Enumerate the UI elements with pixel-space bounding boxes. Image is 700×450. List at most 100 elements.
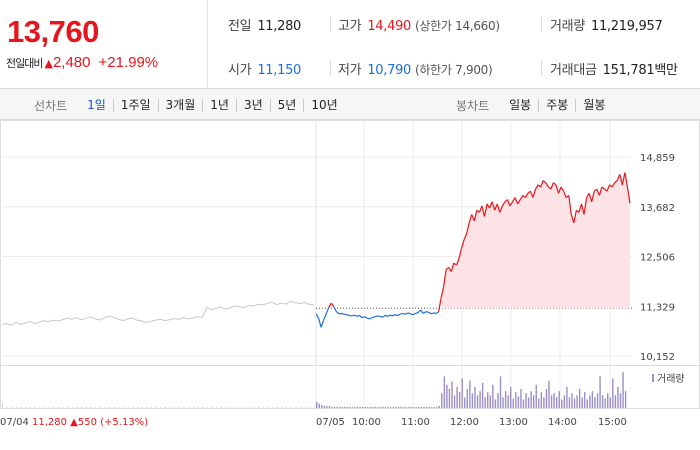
volume-bar: [492, 384, 494, 408]
volume-bar: [328, 405, 331, 408]
volume-bar: [558, 391, 560, 408]
prev-volume-bar: [234, 406, 236, 408]
tab-candle-0[interactable]: 일봉: [509, 98, 532, 112]
volume-bar: [614, 395, 617, 408]
prev-volume-bar: [160, 406, 162, 408]
volume-bar: [527, 397, 530, 408]
tab-candle-2[interactable]: 월봉: [575, 99, 612, 112]
tab-candle-1[interactable]: 주봉: [538, 99, 575, 112]
today-line-segment: [524, 193, 529, 198]
divider: [330, 16, 331, 32]
prev-volume-bar: [174, 406, 176, 408]
volume-bar: [451, 381, 453, 408]
price-box: 13,760 전일대비 ▲2,480 +21.99%: [0, 0, 208, 89]
prev-volume-bar: [43, 406, 45, 408]
prev-volume-bar: [286, 406, 288, 408]
volume-bar: [601, 395, 604, 408]
prev-volume-bar: [151, 406, 153, 408]
prev-volume-bar: [188, 406, 190, 408]
volume-bar: [568, 397, 571, 408]
volume-bar: [476, 395, 479, 408]
tab-line-5[interactable]: 5년: [269, 99, 304, 112]
x-tick-label: 13:00: [499, 417, 528, 428]
tab-line-6[interactable]: 10년: [303, 99, 344, 112]
today-line-segment: [614, 180, 618, 184]
volume-bar: [400, 406, 402, 408]
x-tick-label: 10:00: [352, 417, 381, 428]
today-line-segment: [328, 302, 332, 308]
volume-bar: [578, 389, 581, 408]
prev-volume-bar: [290, 406, 292, 408]
volume-bar: [387, 406, 389, 408]
prev-volume-bar: [113, 406, 115, 408]
volume-bar: [377, 406, 379, 408]
prev-volume-bar: [109, 406, 111, 408]
today-line-segment: [606, 184, 611, 192]
volume-bar: [326, 405, 328, 408]
today-line-segment: [517, 199, 521, 205]
x-tick-label: 15:00: [598, 417, 627, 428]
prev-volume-bar: [225, 406, 227, 408]
volume-bar: [494, 399, 497, 408]
today-line-segment: [568, 195, 572, 215]
today-line-segment: [540, 180, 544, 188]
volume-bar: [441, 393, 443, 408]
prev-volume-bar: [25, 406, 27, 408]
up-area-fill: [441, 172, 630, 309]
volume-bar: [456, 386, 458, 408]
volume-bar: [504, 391, 507, 408]
today-line-segment: [563, 190, 567, 198]
volume-bar: [397, 406, 400, 408]
prev-volume-bar: [95, 406, 97, 408]
today-line-segment: [586, 193, 590, 198]
volume-bar: [438, 405, 440, 408]
prev-volume-bar: [34, 406, 36, 408]
today-line-segment: [601, 186, 605, 190]
volume-bar: [538, 398, 540, 408]
prev-volume-bar: [248, 406, 250, 408]
tab-line-4[interactable]: 3년: [235, 99, 270, 112]
stat-value: 151,781: [602, 63, 655, 78]
change-percent: +21.99%: [98, 54, 159, 71]
today-line-segment: [481, 205, 486, 217]
volume-bar: [338, 406, 341, 408]
prev-volume-bar: [71, 406, 73, 408]
volume-bar: [515, 392, 517, 408]
y-tick-label: 11,329: [640, 302, 675, 313]
today-line-segment: [486, 203, 491, 209]
tab-line-0[interactable]: 1일: [87, 98, 106, 112]
volume-bar: [466, 389, 469, 408]
candle-chart-group-label: 봉차트: [456, 99, 490, 113]
today-line-segment: [389, 314, 393, 317]
today-line-segment: [463, 233, 468, 241]
tab-line-2[interactable]: 3개월: [157, 99, 203, 112]
prev-volume-bar: [202, 406, 204, 408]
stat-label: 거래량: [550, 19, 585, 34]
today-line-segment: [397, 313, 401, 317]
volume-bar: [586, 399, 589, 408]
tab-line-3[interactable]: 1년: [202, 99, 236, 112]
prev-volume-bar: [295, 406, 297, 408]
volume-bar: [372, 406, 374, 408]
today-line-segment: [501, 201, 506, 207]
prev-volume-bar: [90, 406, 92, 408]
prev-volume-bar: [53, 406, 55, 408]
volume-bar: [448, 389, 451, 408]
today-line-segment: [410, 313, 414, 316]
x-tick-label: 07/05: [316, 417, 345, 428]
today-line-segment: [427, 311, 432, 315]
volume-bar: [540, 392, 543, 408]
volume-bar: [499, 376, 502, 408]
volume-bar: [369, 406, 372, 408]
volume-bar: [525, 393, 527, 408]
today-line-segment: [392, 314, 396, 317]
amount-unit: 백만: [654, 63, 678, 78]
tab-line-1[interactable]: 1주일: [112, 99, 158, 112]
stat-value: 11,219,957: [590, 19, 663, 34]
volume-bar: [535, 384, 537, 408]
volume-bar: [407, 406, 410, 408]
today-line-segment: [626, 186, 631, 204]
today-line-segment: [315, 313, 320, 319]
volume-bar: [563, 395, 566, 408]
volume-bar: [589, 395, 591, 408]
